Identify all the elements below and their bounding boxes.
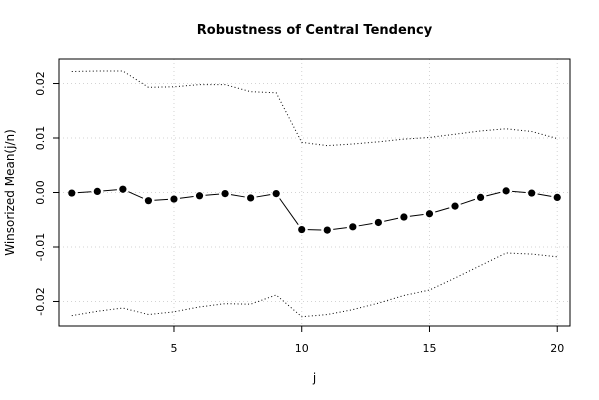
data-point: [553, 193, 561, 202]
data-point: [451, 202, 459, 210]
mean-line-segment: [128, 191, 144, 199]
data-point: [323, 226, 331, 234]
data-point: [298, 225, 306, 234]
axes: 5 10 15 20 -0.02 -0.01 0.00 0.01 0.02: [34, 71, 564, 355]
data-point: [221, 189, 229, 198]
data-point: [272, 189, 280, 198]
data-point: [528, 189, 536, 197]
data-point: [400, 213, 408, 221]
mean-line-segment: [256, 194, 271, 198]
upper-bound-line: [71, 70, 558, 147]
chart-title: Robustness of Central Tendency: [197, 23, 433, 38]
series-layer: [68, 70, 561, 318]
data-point: [476, 193, 485, 202]
data-point: [502, 187, 510, 195]
data-point: [247, 194, 255, 202]
mean-line-segment: [537, 193, 552, 197]
lower-bound-line: [71, 252, 558, 318]
y-axis-label: Winsorized Mean(j/n): [3, 129, 17, 256]
mean-line-segment: [179, 196, 194, 199]
mean-line-segment: [384, 217, 399, 222]
data-point: [195, 192, 204, 200]
data-point: [144, 197, 153, 205]
data-point: [119, 185, 127, 193]
mean-line-segment: [103, 189, 117, 192]
x-tick-label: 5: [170, 342, 177, 355]
x-tick-label: 20: [550, 342, 564, 355]
data-point: [68, 189, 76, 197]
x-axis-label: j: [312, 371, 316, 385]
data-point: [374, 218, 382, 227]
mean-line-segment: [460, 198, 476, 205]
y-tick-label: -0.01: [34, 233, 47, 261]
mean-line-segment: [358, 222, 373, 227]
y-tick-label: 0.01: [34, 126, 47, 151]
y-tick-label: -0.02: [34, 287, 47, 315]
y-tick-label: 0.02: [34, 71, 47, 96]
y-tick-label: 0.00: [34, 180, 47, 205]
mean-line-segment: [154, 198, 169, 201]
mean-line-segment: [205, 193, 220, 196]
mean-line-segment: [279, 198, 299, 225]
mean-line-segment: [512, 190, 526, 194]
mean-line-segment: [435, 207, 450, 213]
data-point: [425, 210, 434, 218]
grid: [59, 59, 570, 326]
x-tick-label: 15: [422, 342, 436, 355]
mean-line-segment: [333, 227, 347, 230]
mean-line-segment: [230, 194, 245, 198]
mean-line-segment: [486, 191, 501, 197]
mean-line-segment: [409, 214, 424, 217]
data-point: [349, 223, 357, 231]
data-point: [170, 195, 178, 203]
x-tick-label: 10: [295, 342, 309, 355]
mean-line-segment: [77, 191, 92, 194]
data-point: [93, 187, 101, 196]
